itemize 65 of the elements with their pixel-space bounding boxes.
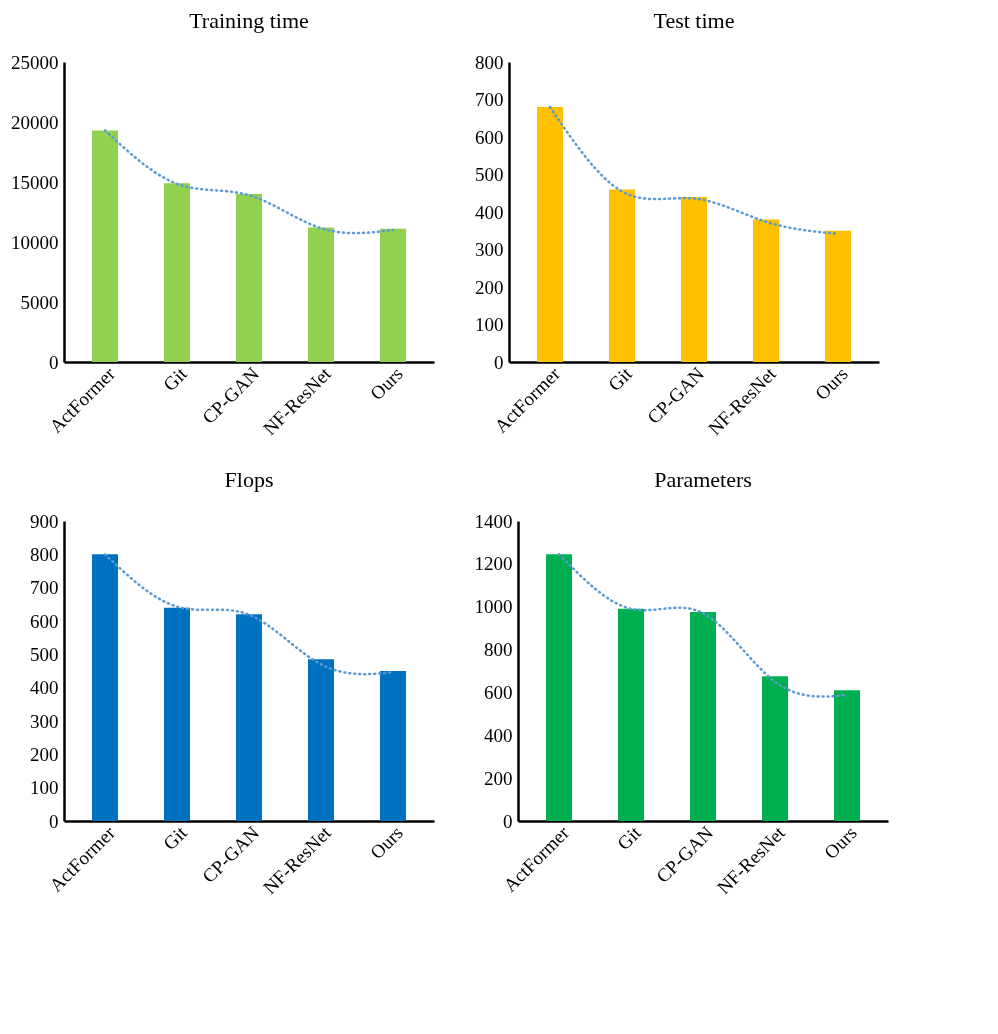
y-tick-label: 100: [475, 314, 504, 335]
chart-title: Flops: [224, 467, 274, 492]
y-tick-label: 5000: [20, 291, 59, 313]
y-tick-label: 900: [30, 510, 59, 532]
bar: [681, 197, 707, 362]
y-tick-label: 0: [494, 351, 504, 373]
bar: [308, 227, 334, 362]
x-tick-label: Git: [158, 362, 192, 396]
x-tick-label: Ours: [810, 363, 852, 405]
x-tick-label: Git: [612, 821, 646, 855]
y-tick-label: 0: [49, 810, 59, 832]
y-tick-label: 20000: [11, 111, 59, 133]
y-tick-label: 400: [30, 677, 59, 699]
y-tick-label: 100: [30, 777, 59, 799]
y-tick-label: 400: [484, 724, 513, 746]
bar: [834, 690, 860, 821]
bar: [380, 671, 406, 821]
y-tick-label: 800: [475, 51, 504, 73]
bar: [92, 554, 118, 821]
bar: [690, 612, 716, 821]
bar: [380, 228, 406, 362]
y-tick-label: 400: [475, 201, 504, 223]
y-tick-label: 200: [475, 276, 504, 298]
chart-title: Training time: [189, 8, 309, 33]
bar: [546, 554, 572, 821]
x-tick-label: Ours: [819, 822, 861, 864]
chart-title: Test time: [653, 8, 735, 33]
y-tick-label: 300: [30, 710, 59, 732]
y-tick-label: 0: [49, 351, 59, 373]
chart-title: Parameters: [654, 467, 752, 492]
y-tick-label: 0: [503, 810, 513, 832]
bar: [308, 659, 334, 821]
y-tick-label: 800: [484, 639, 513, 661]
y-tick-label: 15000: [11, 171, 59, 193]
x-tick-label: Ours: [365, 363, 407, 405]
bar: [762, 676, 788, 821]
bar: [753, 219, 779, 362]
y-tick-label: 500: [475, 164, 504, 185]
y-tick-label: 600: [30, 610, 59, 632]
y-tick-label: 600: [475, 126, 504, 148]
y-tick-label: 25000: [11, 51, 59, 73]
bar: [236, 614, 262, 821]
y-tick-label: 700: [30, 577, 59, 599]
y-tick-label: 1000: [474, 596, 513, 618]
bar: [236, 194, 262, 362]
bar: [164, 607, 190, 821]
y-tick-label: 200: [484, 767, 513, 789]
y-tick-label: 10000: [11, 231, 59, 253]
bar: [92, 130, 118, 362]
y-tick-label: 200: [30, 743, 59, 765]
y-tick-label: 700: [475, 89, 504, 110]
bar: [609, 189, 635, 362]
x-tick-label: Git: [158, 821, 192, 855]
y-tick-label: 800: [30, 543, 59, 565]
x-tick-label: Git: [603, 362, 637, 396]
y-tick-label: 1200: [474, 553, 513, 575]
bar: [825, 230, 851, 362]
bar: [164, 183, 190, 362]
y-tick-label: 1400: [474, 510, 513, 532]
y-tick-label: 500: [30, 643, 59, 665]
y-tick-label: 300: [475, 239, 504, 260]
y-tick-label: 600: [484, 681, 513, 703]
bar: [618, 608, 644, 821]
x-tick-label: Ours: [365, 822, 407, 864]
bar: [537, 107, 563, 362]
